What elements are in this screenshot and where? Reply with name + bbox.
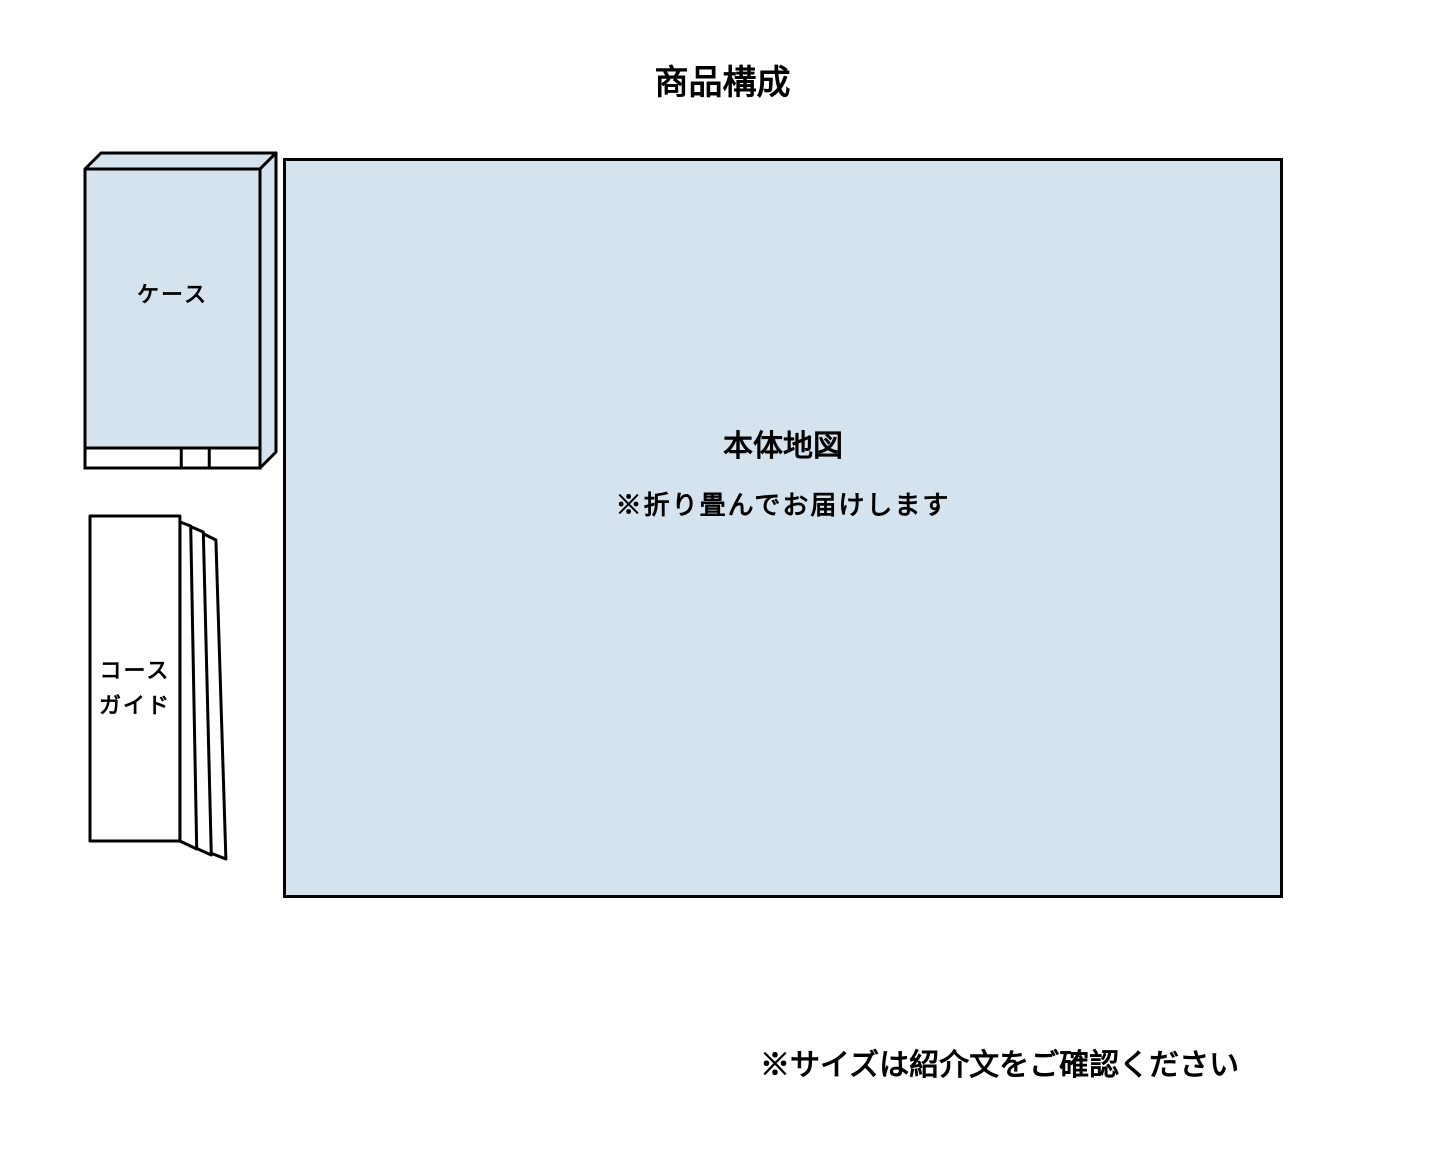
map-box: 本体地図 ※折り畳んでお届けします bbox=[283, 158, 1283, 898]
diagram-title: 商品構成 bbox=[0, 55, 1445, 104]
guide-label-line2: ガイド bbox=[99, 693, 171, 718]
guide-label-line1: コース bbox=[99, 658, 170, 683]
case-label: ケース bbox=[85, 277, 260, 309]
map-note: ※折り畳んでお届けします bbox=[286, 485, 1280, 522]
case-icon bbox=[82, 150, 279, 487]
guide-label: コース ガイド bbox=[90, 653, 180, 723]
map-title: 本体地図 bbox=[286, 421, 1280, 465]
size-footnote: ※サイズは紹介文をご確認ください bbox=[760, 1040, 1239, 1084]
